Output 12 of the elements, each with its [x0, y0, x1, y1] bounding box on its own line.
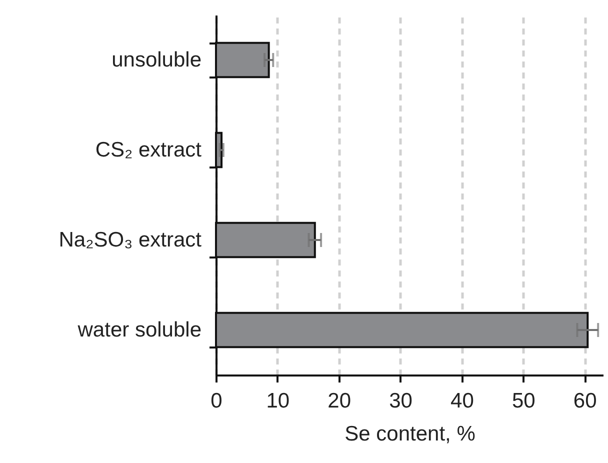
- y-tick-label: water soluble: [76, 318, 202, 342]
- x-tick-label: 30: [389, 390, 412, 412]
- x-tick-label: 40: [450, 390, 474, 412]
- x-tick-label: 60: [573, 390, 597, 412]
- y-tick-label: unsoluble: [112, 48, 202, 72]
- x-tick-label: 10: [266, 390, 290, 412]
- x-tick-label: 0: [210, 390, 222, 412]
- y-tick-label: CS₂ extract: [95, 138, 202, 162]
- x-tick-label: 50: [512, 390, 536, 412]
- x-tick-label: 20: [328, 390, 352, 412]
- x-axis-title: Se content, %: [344, 422, 476, 446]
- y-tick-label: Na₂SO₃ extract: [58, 228, 202, 252]
